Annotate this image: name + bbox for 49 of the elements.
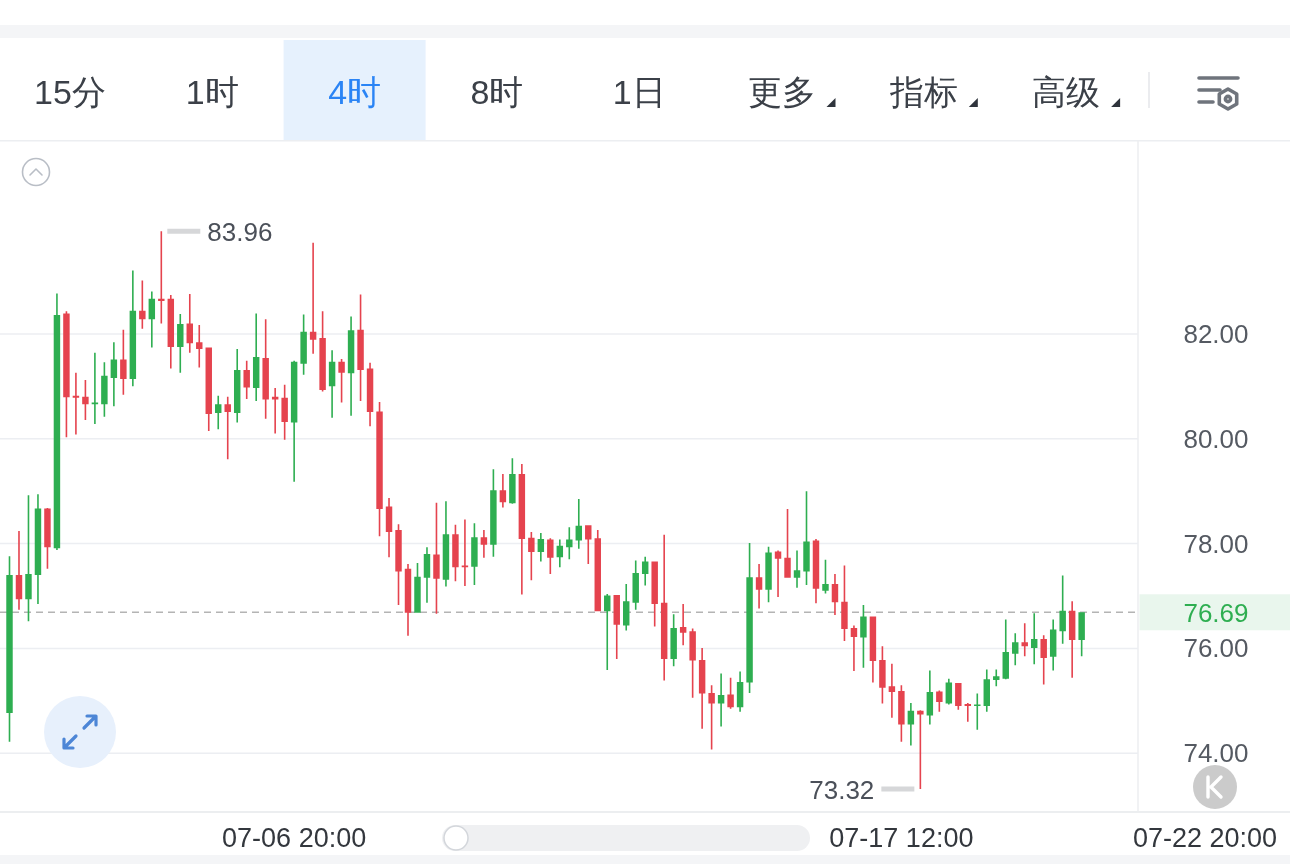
candlestick: [755, 564, 763, 609]
candlestick: [461, 519, 469, 587]
y-tick-label: 82.00: [1183, 318, 1249, 349]
candlestick: [993, 669, 1000, 687]
y-tick-label: 76.00: [1183, 633, 1249, 664]
candlestick: [717, 673, 725, 727]
candlestick: [1030, 613, 1038, 665]
candlestick: [1021, 623, 1028, 657]
x-tick-label: 07-17 12:00: [829, 823, 974, 853]
candlestick: [774, 550, 782, 598]
candlestick: [110, 342, 118, 407]
candlestick: [974, 693, 981, 730]
candlestick: [632, 560, 639, 610]
candlestick: [679, 603, 687, 646]
candlestick: [309, 242, 317, 354]
candlestick: [224, 396, 231, 460]
candlestick: [177, 313, 184, 373]
text: 4时: [328, 73, 382, 111]
y-tick-label: 74.00: [1183, 738, 1249, 769]
text: 15分: [34, 73, 106, 111]
text: 高级: [1032, 73, 1101, 111]
annotation: 73.32: [809, 774, 875, 805]
candlestick: [964, 702, 972, 722]
y-tick-label: 78.00: [1183, 528, 1249, 559]
candlestick: [243, 360, 250, 399]
text: 更多: [747, 73, 816, 111]
ref-line-label: 76.69: [1183, 598, 1249, 629]
candlestick: [91, 352, 99, 425]
candlestick: [15, 531, 23, 610]
candlestick: [604, 593, 611, 670]
candlestick: [1040, 635, 1047, 685]
candlestick: [575, 499, 583, 549]
candlestick: [72, 372, 80, 435]
y-tick-label: 80.00: [1183, 423, 1249, 454]
text: 1日: [612, 73, 666, 111]
candlestick: [480, 529, 488, 558]
text: 8时: [470, 73, 524, 111]
text: 指标: [888, 73, 958, 111]
candlestick: [215, 395, 222, 430]
candlestick: [196, 325, 203, 368]
candlestick: [271, 387, 279, 434]
x-tick-label: 07-06 20:00: [222, 823, 367, 853]
candlestick: [850, 625, 858, 671]
x-tick-label: 07-22 20:00: [1132, 823, 1278, 853]
text: 1时: [185, 73, 239, 111]
candlestick: [793, 550, 801, 588]
annotation: 83.96: [207, 217, 273, 248]
candlestick: [888, 663, 896, 718]
candlestick: [566, 527, 573, 560]
